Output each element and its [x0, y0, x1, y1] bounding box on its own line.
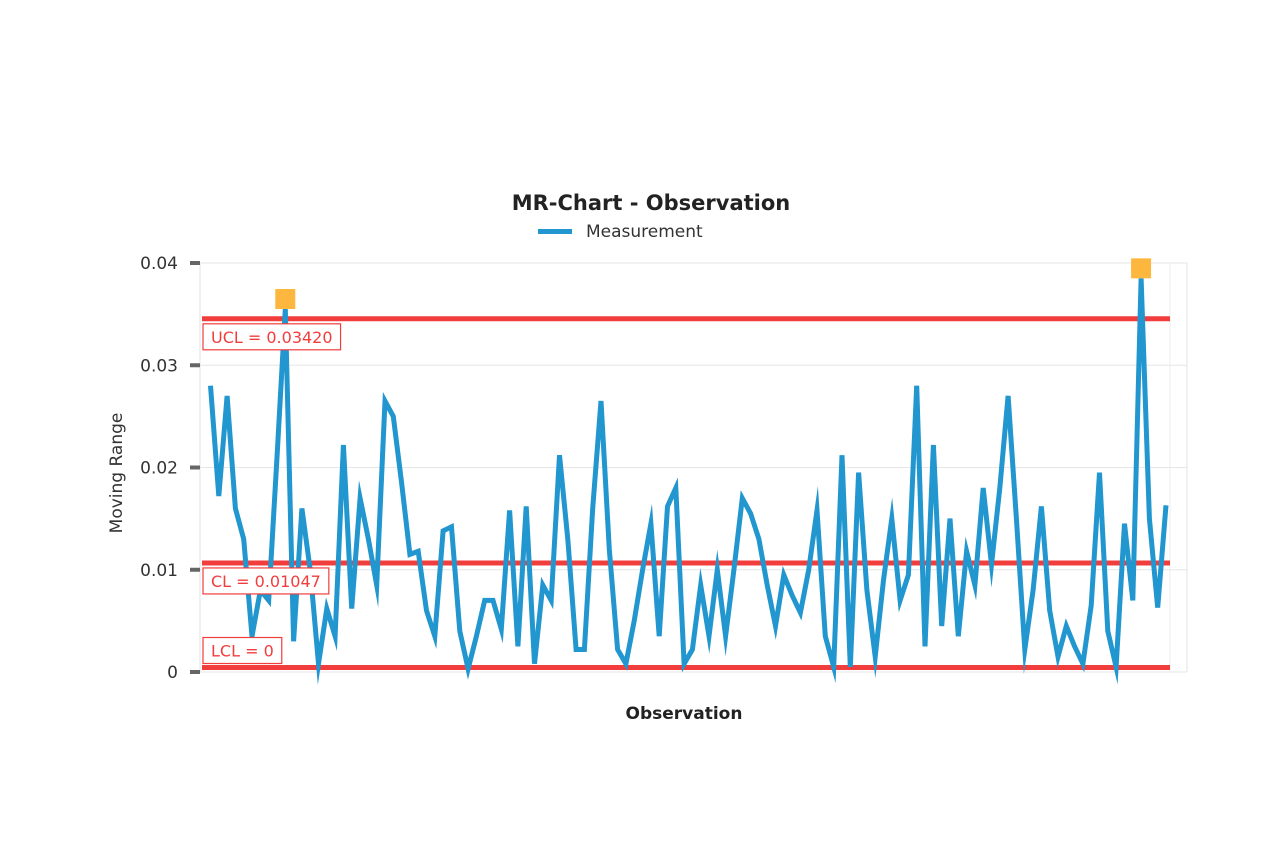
svg-text:CL = 0.01047: CL = 0.01047: [211, 572, 321, 591]
y-tick-mark: [190, 261, 200, 265]
ucl-label: UCL = 0.03420: [202, 323, 342, 351]
grid: [200, 262, 1187, 673]
y-tick-mark: [190, 465, 200, 470]
cl-label: CL = 0.01047: [202, 567, 330, 595]
out-of-control-marker[interactable]: [1131, 258, 1152, 279]
out-of-control-markers: [275, 258, 1152, 310]
control-limits: [202, 316, 1170, 670]
measurement-series-line[interactable]: [208, 278, 1169, 685]
svg-text:UCL = 0.03420: UCL = 0.03420: [211, 328, 333, 347]
y-tick-label: 0.01: [140, 561, 178, 581]
legend[interactable]: Measurement: [538, 222, 703, 242]
y-tick-mark: [190, 363, 200, 368]
y-tick-label: 0.04: [140, 254, 178, 274]
y-tick-label: 0: [167, 663, 178, 683]
y-tick-mark: [190, 670, 200, 674]
y-axis-title: Moving Range: [107, 413, 127, 534]
x-axis-title: Observation: [626, 704, 743, 724]
chart-title: MR-Chart - Observation: [512, 191, 791, 215]
y-tick-label: 0.02: [140, 459, 178, 479]
lcl-label: LCL = 0: [202, 636, 283, 665]
svg-text:LCL = 0: LCL = 0: [211, 642, 274, 661]
legend-label-measurement: Measurement: [586, 222, 703, 242]
legend-line-icon: [538, 229, 572, 234]
y-tick-mark: [190, 567, 200, 572]
y-tick-label: 0.03: [140, 356, 178, 376]
control-limit-labels: UCL = 0.03420 CL = 0.01047 LCL = 0: [202, 323, 342, 665]
out-of-control-marker[interactable]: [275, 289, 296, 310]
y-axis-ticks: 0 0.01 0.02 0.03 0.04: [140, 254, 200, 683]
